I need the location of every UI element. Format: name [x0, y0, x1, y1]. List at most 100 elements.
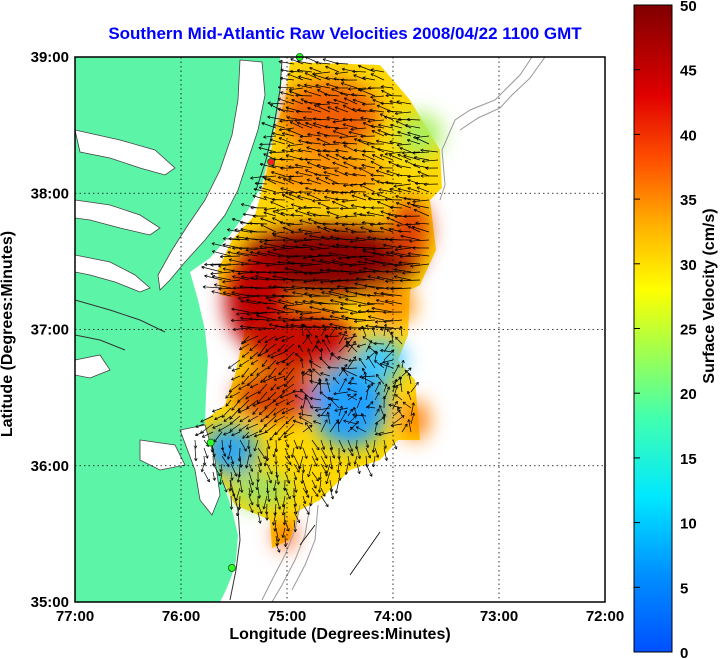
velocity-arrow: [340, 270, 358, 273]
velocity-arrowhead: [398, 244, 402, 249]
velocity-arrowhead: [339, 405, 343, 409]
velocity-arrowhead: [238, 363, 243, 367]
velocity-arrow: [348, 87, 367, 90]
velocity-arrowhead: [325, 503, 329, 508]
velocity-arrowhead: [306, 494, 310, 498]
velocity-arrow: [385, 181, 403, 185]
velocity-arrowhead: [397, 153, 401, 157]
velocity-arrow: [238, 295, 259, 299]
velocity-arrowhead: [380, 210, 384, 214]
velocity-arrowhead: [294, 489, 298, 493]
velocity-arrow: [342, 367, 358, 370]
velocity-arrow: [246, 431, 259, 438]
velocity-arrowhead: [348, 263, 353, 268]
velocity-arrow: [414, 156, 430, 161]
velocity-arrow: [240, 228, 259, 233]
velocity-arrowhead: [276, 538, 280, 542]
velocity-arrowhead: [281, 410, 286, 415]
velocity-arrowhead: [325, 76, 329, 80]
velocity-arrow: [347, 455, 350, 466]
velocity-arrow: [360, 117, 376, 121]
velocity-arrowhead: [402, 401, 406, 405]
velocity-arrow: [266, 471, 272, 484]
velocity-arrow: [403, 155, 421, 161]
velocity-arrow: [266, 263, 286, 266]
velocity-arrowhead: [340, 82, 345, 86]
velocity-arrow: [282, 132, 295, 137]
velocity-arrow: [284, 343, 295, 352]
velocity-arrow: [366, 212, 385, 217]
velocity-arrowhead: [350, 189, 354, 194]
velocity-arrowhead: [416, 186, 420, 190]
velocity-arrow: [203, 447, 208, 459]
velocity-arrow: [329, 326, 337, 337]
velocity-arrowhead: [400, 234, 404, 238]
velocity-arrow: [266, 463, 273, 475]
velocity-arrow: [246, 399, 259, 409]
velocity-arrow: [289, 121, 304, 129]
velocity-arrow: [380, 349, 394, 353]
velocity-arrowhead: [409, 239, 413, 243]
velocity-arrowhead: [268, 270, 272, 275]
velocity-arrow: [257, 487, 260, 499]
velocity-arrow: [304, 84, 322, 89]
velocity-arrowhead: [380, 348, 384, 353]
velocity-arrowhead: [313, 73, 317, 77]
velocity-arrow: [325, 66, 340, 73]
velocity-arrowhead: [255, 270, 259, 275]
velocity-arrowhead: [363, 266, 367, 271]
velocity-arrowhead: [348, 325, 352, 330]
velocity-arrowhead: [298, 139, 302, 143]
velocity-arrowhead: [290, 203, 295, 207]
velocity-arrow: [367, 275, 385, 281]
velocity-arrowhead: [334, 126, 338, 131]
velocity-arrow: [350, 426, 358, 433]
velocity-arrowhead: [370, 160, 374, 164]
velocity-arrowhead: [385, 361, 389, 366]
velocity-arrowhead: [404, 123, 408, 128]
velocity-arrowhead: [383, 323, 388, 327]
velocity-arrow: [290, 149, 304, 153]
velocity-arrowhead: [268, 323, 273, 327]
velocity-arrow: [383, 349, 395, 361]
velocity-arrowhead: [236, 312, 240, 316]
velocity-arrowhead: [326, 100, 330, 105]
velocity-arrowhead: [210, 263, 214, 267]
velocity-arrow: [332, 119, 349, 123]
velocity-arrowhead: [265, 277, 269, 281]
velocity-arrowhead: [383, 445, 387, 449]
colorbar-tick-label: 50: [680, 0, 697, 15]
velocity-arrow: [316, 132, 331, 137]
velocity-arrow: [283, 367, 295, 381]
velocity-arrowhead: [335, 61, 339, 66]
velocity-arrow: [303, 90, 322, 97]
velocity-arrowhead: [267, 250, 271, 254]
velocity-arrowhead: [374, 421, 379, 425]
velocity-arrow: [227, 229, 241, 233]
velocity-arrow: [332, 377, 340, 385]
velocity-arrow: [357, 261, 376, 265]
velocity-arrowhead: [226, 463, 230, 467]
velocity-arrow: [272, 391, 286, 403]
velocity-arrow: [271, 171, 286, 177]
velocity-arrowhead: [228, 236, 232, 241]
velocity-arrow: [329, 315, 349, 321]
velocity-arrowhead: [269, 104, 274, 108]
velocity-arrowhead: [343, 378, 347, 382]
velocity-arrow: [318, 243, 340, 249]
velocity-arrow: [302, 447, 308, 459]
velocity-arrow: [302, 487, 310, 498]
velocity-arrowhead: [250, 206, 254, 210]
velocity-arrowhead: [333, 77, 337, 81]
velocity-arrow: [389, 207, 403, 209]
velocity-arrow: [267, 116, 286, 121]
velocity-arrowhead: [211, 242, 215, 246]
velocity-arrow: [210, 271, 232, 275]
velocity-arrow: [333, 99, 349, 105]
velocity-arrowhead: [288, 178, 292, 182]
velocity-arrowhead: [367, 293, 371, 298]
velocity-arrowhead: [257, 390, 262, 394]
velocity-arrow: [394, 247, 412, 251]
velocity-arrowhead: [407, 252, 411, 256]
velocity-arrowhead: [407, 372, 411, 376]
